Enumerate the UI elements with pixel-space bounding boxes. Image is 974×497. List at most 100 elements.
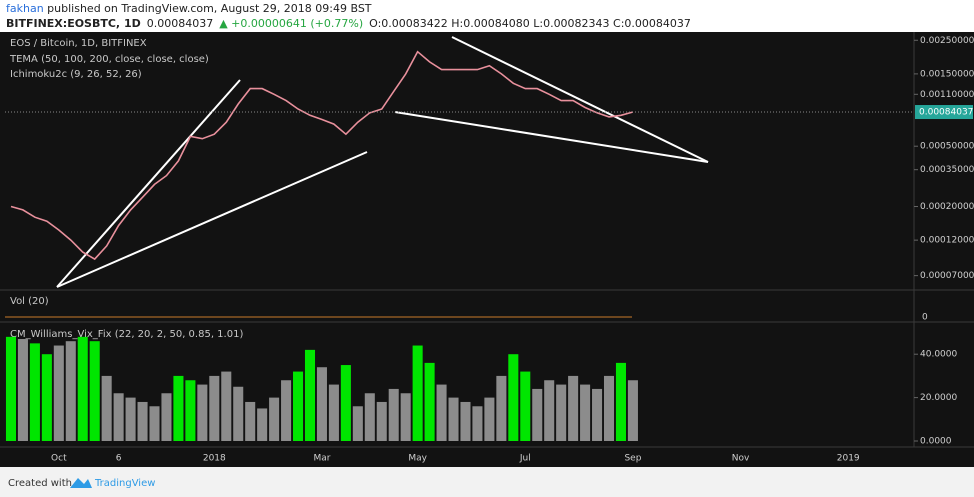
bar	[149, 406, 160, 441]
bar	[508, 354, 519, 441]
trendline	[394, 111, 709, 163]
bar	[257, 408, 268, 441]
bar	[364, 393, 375, 441]
bar	[532, 388, 543, 441]
x-tick-label: Nov	[732, 454, 750, 464]
y-tick-label: 40.0000	[920, 350, 957, 360]
bar	[5, 336, 17, 441]
bar	[41, 354, 52, 441]
bar	[376, 401, 387, 441]
bar	[352, 406, 363, 441]
bar	[316, 367, 327, 441]
bar	[173, 375, 184, 441]
footer-brand[interactable]: TradingView	[94, 478, 155, 489]
trendline	[451, 36, 709, 163]
bar	[592, 388, 603, 441]
bar	[328, 384, 339, 441]
bar	[209, 375, 220, 441]
pane-title: CM_Williams_Vix_Fix (22, 20, 2, 50, 0.85…	[10, 329, 243, 340]
y-tick-label: 0.00035000	[920, 165, 974, 175]
x-tick-label: 2019	[837, 454, 860, 464]
bar	[281, 380, 292, 441]
bar	[221, 371, 232, 441]
bar	[77, 336, 88, 441]
bar	[304, 349, 316, 441]
y-tick-label: 20.0000	[920, 393, 957, 403]
bar	[412, 345, 423, 441]
pane-title: EOS / Bitcoin, 1D, BITFINEX	[10, 38, 147, 49]
bar	[436, 384, 447, 441]
bar	[544, 380, 555, 441]
trendlines	[56, 36, 709, 288]
bar	[460, 401, 471, 441]
bar	[161, 393, 172, 441]
header-bg	[0, 0, 974, 32]
y-tick-label: 0.00007000	[920, 271, 974, 281]
bar	[17, 339, 28, 441]
bar	[448, 397, 459, 441]
bar	[603, 375, 615, 441]
bar	[293, 371, 304, 441]
bar	[472, 406, 483, 441]
y-tick-label: 0.00020000	[920, 202, 974, 212]
bar	[65, 341, 76, 441]
y-tick-label: 0.0000	[920, 437, 952, 447]
bar	[89, 341, 100, 441]
indicator-label: TEMA (50, 100, 200, close, close, close)	[9, 54, 209, 65]
change: ▲ +0.00000641 (+0.77%)	[219, 17, 363, 30]
last-price-label: 0.00084037	[919, 108, 973, 118]
bar	[568, 375, 579, 441]
y-tick-label: 0.00150000	[920, 69, 974, 79]
logo	[70, 478, 92, 488]
footer-text: Created with	[8, 478, 72, 489]
bar	[615, 362, 626, 441]
ohlc: O:0.00083422 H:0.00084080 L:0.00082343 C…	[369, 17, 691, 30]
x-tick-label: Sep	[624, 454, 641, 464]
x-tick-label: Jul	[519, 454, 531, 464]
indicator-label: Ichimoku2c (9, 26, 52, 26)	[10, 69, 142, 80]
price-line	[10, 50, 634, 261]
x-tick-label: 6	[116, 454, 122, 464]
y-tick-label: 0.00050000	[920, 142, 974, 152]
x-tick-label: Mar	[313, 454, 330, 464]
y-tick-label: 0	[922, 313, 928, 323]
bar	[388, 388, 399, 441]
bar	[556, 384, 567, 441]
y-tick-label: 0.00110000	[920, 90, 974, 100]
x-tick-label: May	[408, 454, 427, 464]
bar	[269, 397, 280, 441]
bar	[520, 371, 531, 441]
bar	[484, 397, 495, 441]
pane-title: Vol (20)	[10, 296, 49, 307]
bar	[197, 384, 208, 441]
author[interactable]: fakhan	[6, 2, 44, 15]
bar	[113, 393, 124, 441]
bar	[101, 375, 112, 441]
x-tick-label: 2018	[203, 454, 226, 464]
x-tick-label: Oct	[51, 454, 67, 464]
bar	[496, 375, 507, 441]
trendline	[56, 79, 241, 288]
symbol-line: BITFINEX:EOSBTC, 1D 0.00084037 ▲ +0.000006…	[6, 17, 691, 30]
price: 0.00084037	[147, 17, 213, 30]
bar	[627, 380, 638, 441]
bar	[185, 380, 196, 441]
y-tick-label: 0.00250000	[920, 36, 974, 46]
y-tick-label: 0.00012000	[920, 236, 974, 246]
published: published on TradingView.com, August 29,…	[44, 2, 372, 15]
bar	[233, 386, 244, 441]
bar	[424, 362, 435, 441]
bar	[137, 401, 148, 441]
symbol: BITFINEX:EOSBTC, 1D	[6, 17, 141, 30]
last-price-bg	[915, 105, 973, 120]
bar	[53, 345, 64, 441]
bar	[125, 397, 136, 441]
bar	[340, 365, 351, 441]
footer-bg	[0, 467, 974, 497]
trendline	[56, 151, 368, 288]
bar	[580, 384, 591, 441]
bar	[245, 401, 256, 441]
bar	[29, 343, 40, 441]
publish-line: fakhan published on TradingView.com, Aug…	[6, 2, 372, 15]
